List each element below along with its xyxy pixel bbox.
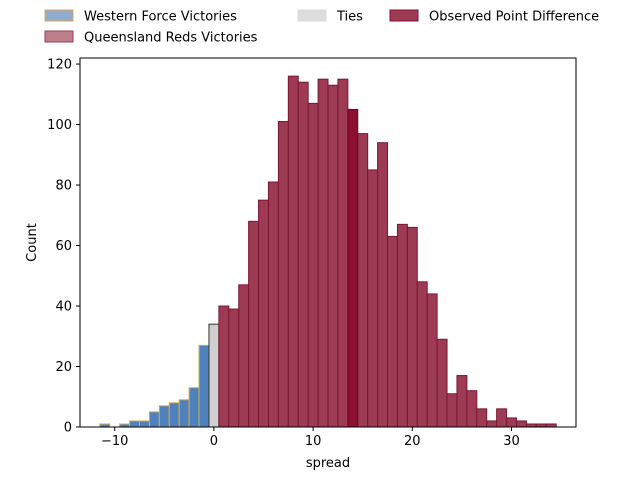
x-tick-label: 10 (305, 434, 322, 449)
histogram-bar (277, 121, 289, 428)
histogram-bar (168, 402, 180, 428)
y-tick-label: 20 (55, 360, 72, 375)
histogram-bar (396, 223, 408, 428)
histogram-bar (426, 293, 438, 428)
histogram-bar (297, 81, 309, 428)
histogram-bar (416, 281, 428, 428)
histogram-bar (476, 408, 488, 428)
histogram-bar (466, 390, 478, 428)
x-axis: −10 0 10 20 30 (101, 427, 520, 449)
x-tick-label: 30 (503, 434, 520, 449)
histogram-bar (446, 393, 458, 428)
histogram-bar (158, 405, 170, 428)
histogram-bar (208, 323, 220, 428)
histogram-bar (218, 305, 230, 428)
y-axis: 0 20 40 60 80 100 120 (47, 58, 80, 436)
legend-label: Ties (336, 10, 363, 25)
x-tick-label: 0 (210, 434, 218, 449)
legend-swatch (44, 9, 74, 22)
histogram-bar (139, 420, 150, 428)
histogram-bar (178, 399, 190, 428)
plot-frame (79, 57, 577, 428)
histogram-bar (148, 411, 160, 428)
histogram-bar (367, 169, 379, 428)
legend-swatch (44, 30, 74, 43)
histogram-bar (456, 375, 468, 428)
y-tick-label: 120 (47, 58, 72, 73)
y-tick-label: 60 (55, 239, 72, 254)
histogram-bar (238, 284, 250, 428)
legend-item: Queensland Reds Victories (44, 30, 258, 46)
histogram-bar (347, 108, 359, 428)
histogram-bar (387, 235, 398, 428)
x-axis-label: spread (306, 456, 350, 471)
y-tick-label: 80 (55, 179, 72, 194)
histogram-bar (228, 308, 240, 428)
y-axis-label: Count (25, 223, 40, 262)
histogram-bar (486, 420, 498, 428)
histogram-bar (258, 199, 269, 428)
histogram-bar (248, 220, 260, 428)
histogram-bar (317, 78, 329, 428)
histogram-bar (436, 338, 448, 428)
histogram-bar (506, 417, 517, 428)
x-tick-label: 20 (404, 434, 421, 449)
histogram-bar (515, 420, 527, 428)
legend-swatch (389, 9, 419, 22)
legend-label: Queensland Reds Victories (84, 31, 258, 46)
y-tick-label: 100 (47, 118, 72, 133)
histogram-bar (198, 344, 210, 428)
x-tick-label: −10 (101, 434, 128, 449)
legend: Western Force Victories Queensland Reds V… (44, 9, 599, 46)
histogram-bar (307, 102, 319, 428)
legend-label: Western Force Victories (84, 10, 237, 25)
legend-item: Western Force Victories (44, 9, 237, 25)
histogram-bar (377, 142, 389, 428)
histogram-bar (327, 84, 339, 428)
histogram-bar (287, 75, 299, 428)
histogram-bar (129, 420, 141, 428)
y-tick-label: 40 (55, 300, 72, 315)
legend-label: Observed Point Difference (429, 10, 599, 25)
histogram-bar (357, 133, 369, 428)
legend-item: Ties (297, 9, 363, 25)
histogram-bar (337, 78, 349, 428)
histogram-bar (406, 226, 418, 428)
legend-item: Observed Point Difference (389, 9, 599, 25)
histogram-bar (496, 408, 508, 428)
histogram-bars (99, 75, 557, 428)
legend-swatch (297, 9, 327, 22)
histogram-bar (188, 387, 200, 428)
histogram-bar (267, 181, 279, 428)
y-tick-label: 0 (64, 421, 72, 436)
